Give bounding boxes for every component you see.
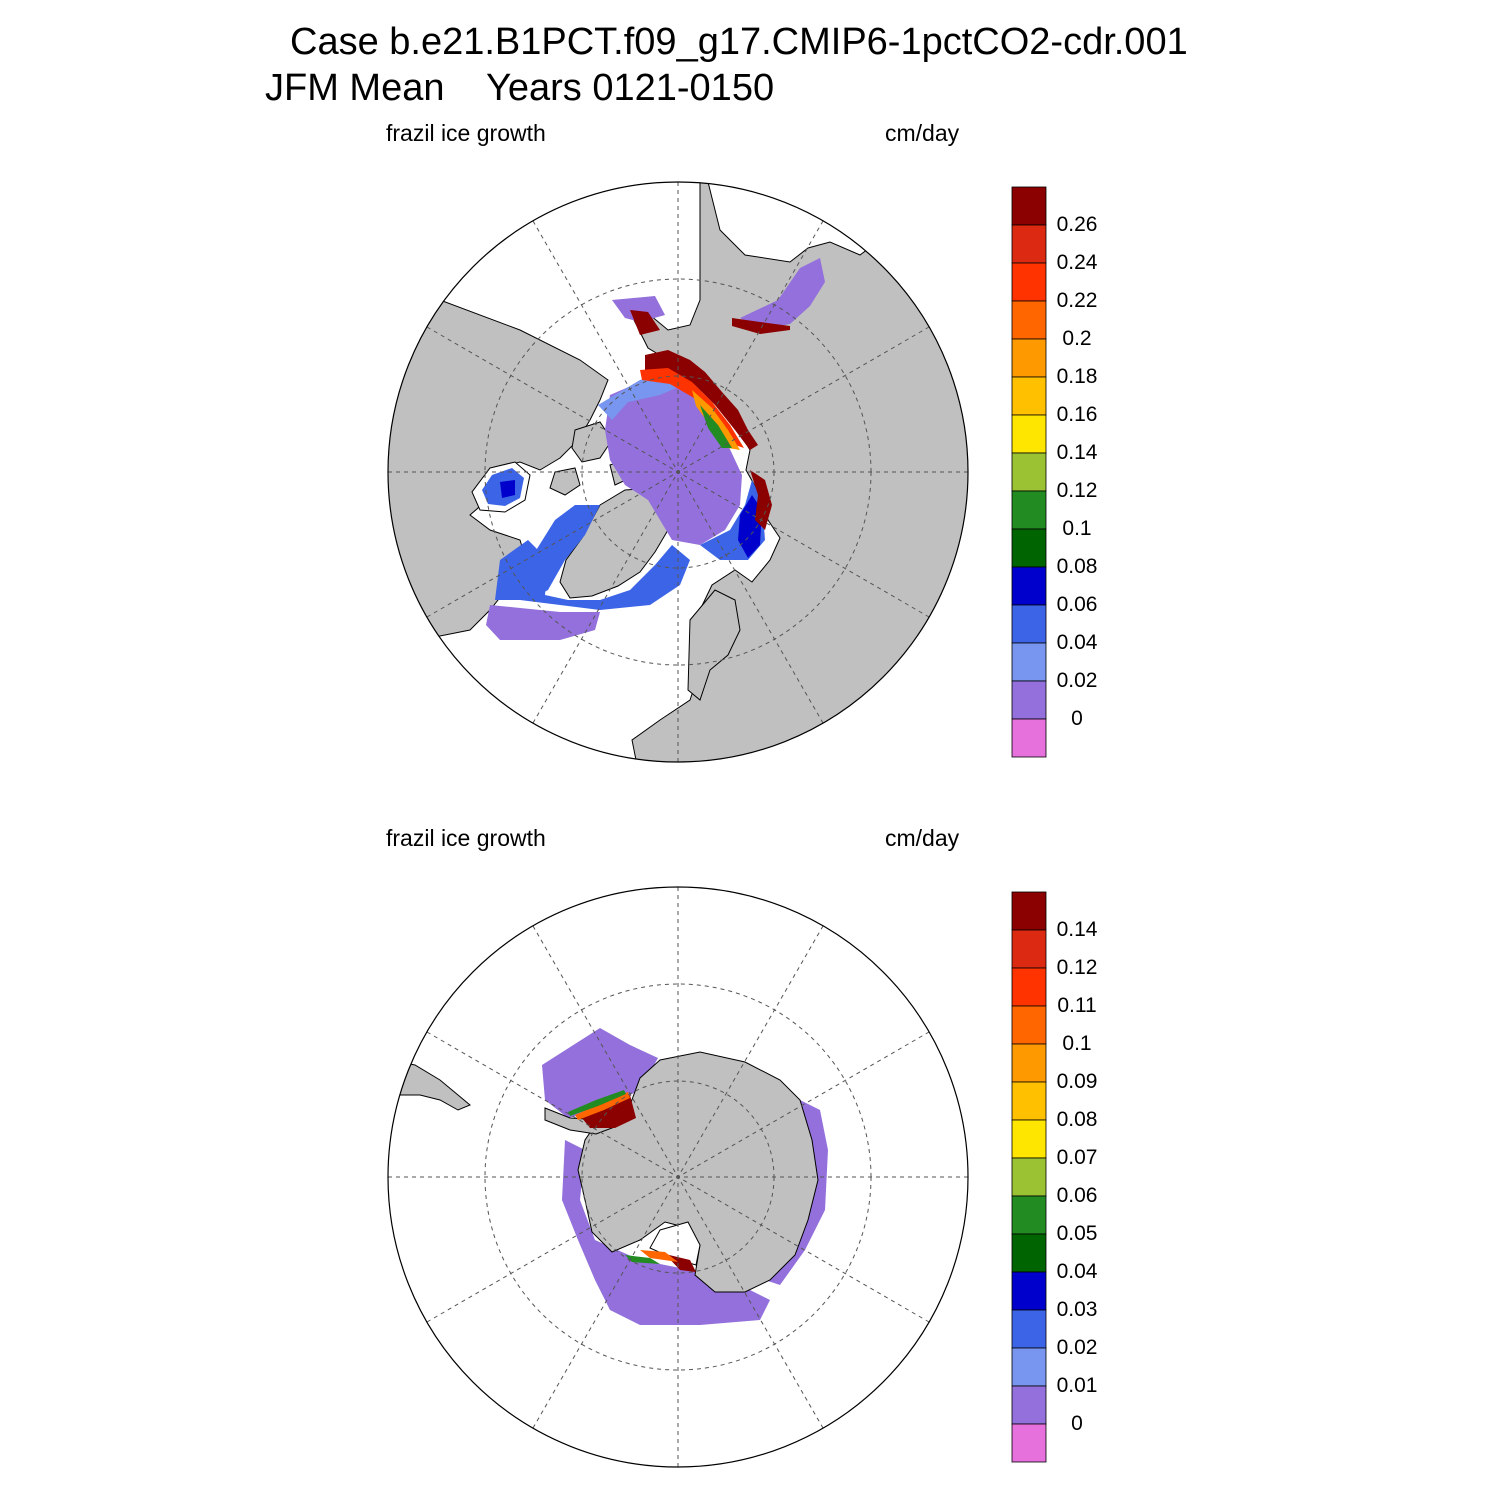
north-colorbar-swatch (1011, 680, 1047, 720)
north-map-frazil-north-atlantic (486, 605, 600, 640)
north-colorbar-swatch (1011, 604, 1047, 644)
north-colorbar-tick-label: 0.06 (1056, 593, 1098, 616)
south-colorbar-swatch (1011, 1157, 1047, 1197)
south-colorbar-tick-label: 0.09 (1056, 1070, 1098, 1093)
south-colorbar-tick-label: 0.14 (1056, 918, 1098, 941)
north-map-frazil-hudson-dark (500, 480, 515, 498)
south-colorbar-swatch (1011, 1005, 1047, 1045)
south-map-ross-ice-shelf (649, 1221, 701, 1266)
south-colorbar-tick-label: 0.08 (1056, 1108, 1098, 1131)
south-colorbar-swatch (1011, 1423, 1047, 1463)
north-colorbar-swatch (1011, 452, 1047, 492)
north-polar-map (387, 181, 969, 763)
north-map-frazil-bering-high (630, 310, 660, 335)
north-map-frazil-bering (612, 296, 665, 322)
north-map-graticule (388, 182, 968, 762)
north-colorbar-tick-label: 0.16 (1056, 403, 1098, 426)
north-colorbar-swatch (1011, 300, 1047, 340)
south-colorbar-swatch (1011, 1043, 1047, 1083)
north-map-frazil-okhotsk-edge (732, 318, 790, 334)
south-map-frazil-weddell-high (582, 1095, 636, 1128)
north-colorbar-swatch (1011, 186, 1047, 226)
figure-title-line-1: Case b.e21.B1PCT.f09_g17.CMIP6-1pctCO2-c… (290, 21, 1188, 63)
north-colorbar-swatch (1011, 490, 1047, 530)
south-map-frazil-weddell-orange (575, 1092, 630, 1120)
south-colorbar-tick-label: 0.1 (1062, 1032, 1092, 1055)
north-map-frazil-barents-high (750, 470, 772, 530)
south-map-land-antarctica (577, 1051, 819, 1293)
north-colorbar-swatch (1011, 376, 1047, 416)
south-colorbar-swatch (1011, 1195, 1047, 1235)
south-map-border (387, 886, 969, 1468)
north-colorbar-tick-label: 0.08 (1056, 555, 1098, 578)
north-map-frazil-siberian-high (645, 350, 758, 450)
north-map-frazil-siberian-green (700, 405, 732, 448)
north-colorbar-swatch (1011, 718, 1047, 758)
south-colorbar-swatch (1011, 1271, 1047, 1311)
south-colorbar-swatch (1011, 929, 1047, 969)
south-colorbar (1011, 891, 1047, 1463)
south-colorbar-tick-label: 0.01 (1056, 1374, 1098, 1397)
north-colorbar-tick-label: 0 (1071, 707, 1083, 730)
south-colorbar-swatch (1011, 891, 1047, 931)
north-colorbar-swatch (1011, 414, 1047, 454)
south-colorbar-tick-label: 0.07 (1056, 1146, 1098, 1169)
north-map-frazil-siberian-orange (692, 390, 740, 450)
south-colorbar-tick-label: 0 (1071, 1412, 1083, 1435)
north-colorbar-swatch (1011, 224, 1047, 264)
north-map-border (387, 181, 969, 763)
north-colorbar-tick-label: 0.14 (1056, 441, 1098, 464)
south-colorbar-swatch (1011, 1119, 1047, 1159)
north-panel-units-label: cm/day (885, 120, 960, 146)
north-colorbar-swatch (1011, 642, 1047, 682)
north-map-land-scandinavia (687, 589, 741, 701)
north-map-frazil-okhotsk (740, 258, 825, 330)
south-colorbar-swatch (1011, 967, 1047, 1007)
north-colorbar-tick-label: 0.22 (1056, 289, 1098, 312)
north-map-frazil-shelf-dark (738, 495, 762, 558)
south-panel-variable-label: frazil ice growth (386, 825, 546, 851)
north-colorbar-tick-label: 0.26 (1056, 213, 1098, 236)
north-panel-variable-label: frazil ice growth (386, 120, 546, 146)
south-map-frazil-ross-green (625, 1255, 660, 1264)
south-colorbar-tick-label: 0.12 (1056, 956, 1098, 979)
south-colorbar-tick-label: 0.02 (1056, 1336, 1098, 1359)
south-map-frazil-ross-orange (640, 1250, 678, 1262)
figure-title-line-2: JFM Mean Years 0121-0150 (265, 67, 775, 109)
south-map-frazil-weddell-green (568, 1090, 626, 1116)
north-colorbar-tick-label: 0.12 (1056, 479, 1098, 502)
north-colorbar-swatch (1011, 338, 1047, 378)
north-colorbar-swatch (1011, 262, 1047, 302)
south-colorbar-tick-label: 0.03 (1056, 1298, 1098, 1321)
north-colorbar-swatch (1011, 566, 1047, 606)
north-colorbar-tick-label: 0.02 (1056, 669, 1098, 692)
south-colorbar-swatch (1011, 1347, 1047, 1387)
north-colorbar-tick-label: 0.18 (1056, 365, 1098, 388)
north-colorbar-tick-label: 0.1 (1062, 517, 1092, 540)
south-colorbar-tick-label: 0.04 (1056, 1260, 1098, 1283)
south-colorbar-tick-label: 0.05 (1056, 1222, 1098, 1245)
north-colorbar-tick-label: 0.24 (1056, 251, 1098, 274)
south-colorbar-swatch (1011, 1309, 1047, 1349)
north-colorbar-tick-label: 0.04 (1056, 631, 1098, 654)
south-panel-units-label: cm/day (885, 825, 960, 851)
south-colorbar-tick-label: 0.11 (1057, 994, 1097, 1017)
north-colorbar-swatch (1011, 528, 1047, 568)
north-colorbar (1011, 186, 1047, 758)
south-colorbar-swatch (1011, 1081, 1047, 1121)
south-map-graticule (388, 887, 968, 1467)
south-colorbar-tick-label: 0.06 (1056, 1184, 1098, 1207)
south-polar-map (387, 886, 969, 1468)
south-colorbar-swatch (1011, 1385, 1047, 1425)
north-colorbar-tick-label: 0.2 (1062, 327, 1092, 350)
north-map-frazil-labrador (495, 540, 690, 610)
south-colorbar-swatch (1011, 1233, 1047, 1273)
